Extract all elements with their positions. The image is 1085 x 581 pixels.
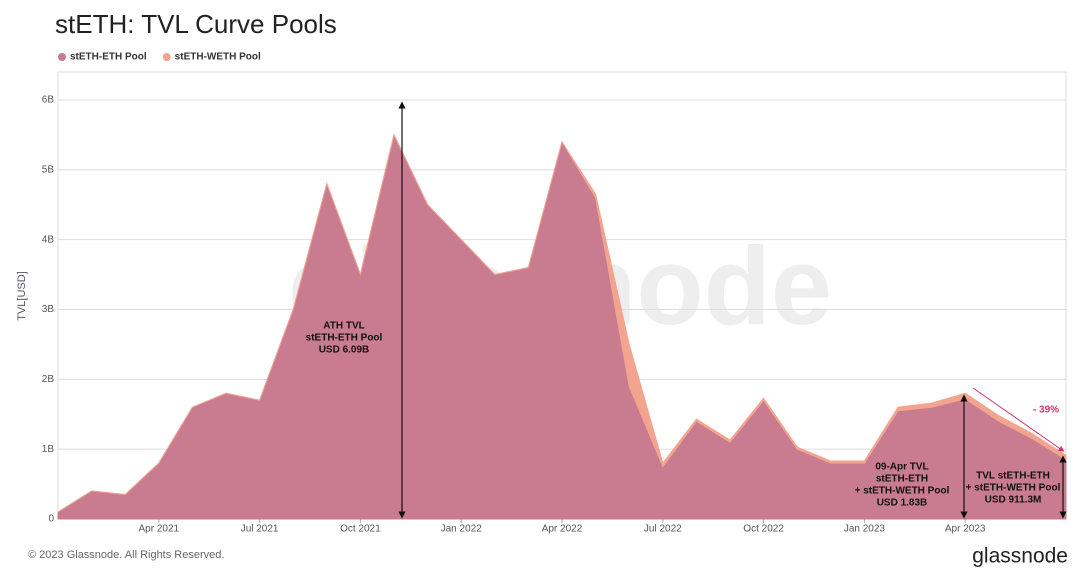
plot: [57, 71, 1067, 523]
logo: glassnode: [972, 545, 1068, 568]
legend-label: stETH-WETH Pool: [175, 52, 261, 63]
x-tick-label: Jan 2022: [441, 524, 483, 535]
annotation: 09-Apr TVL: [875, 462, 928, 473]
y-tick-label: 6B: [42, 95, 55, 106]
annotation: USD 6.09B: [319, 345, 370, 356]
x-tick-label: Oct 2022: [743, 524, 784, 535]
x-tick-label: Apr 2022: [542, 524, 583, 535]
y-tick-label: 0: [48, 514, 54, 525]
x-tick-label: Apr 2023: [945, 524, 986, 535]
y-tick-label: 5B: [42, 164, 55, 175]
x-tick-label: Apr 2021: [139, 524, 180, 535]
y-tick-label: 4B: [42, 234, 55, 245]
annotation: USD 1.83B: [877, 498, 928, 509]
annotation: - 39%: [1033, 405, 1059, 416]
annotation: + stETH-WETH Pool: [855, 486, 950, 497]
x-tick-label: Jul 2022: [644, 524, 682, 535]
annotation: ATH TVL: [323, 321, 364, 332]
decline-arrow: [972, 387, 1065, 452]
x-tick-label: Jul 2021: [241, 524, 279, 535]
y-tick-label: 3B: [42, 304, 55, 315]
annotation: TVL stETH-ETH: [976, 471, 1050, 482]
x-tick-label: Jan 2023: [844, 524, 886, 535]
y-tick-label: 1B: [42, 444, 55, 455]
annotation-arrows: [398, 101, 1067, 519]
annotation: USD 911.3M: [985, 495, 1042, 506]
annotation: stETH-ETH Pool: [306, 333, 383, 344]
chart-title: stETH: TVL Curve Pools: [55, 9, 337, 39]
copyright: © 2023 Glassnode. All Rights Reserved.: [28, 549, 224, 561]
y-axis-label: TVL[USD]: [16, 271, 28, 321]
legend-marker: [162, 53, 171, 61]
legend-label: stETH-ETH Pool: [70, 52, 147, 63]
annotation: stETH-ETH: [876, 474, 928, 485]
annotation: + stETH-WETH Pool: [966, 483, 1061, 494]
legend-marker: [58, 53, 66, 61]
x-tick-label: Oct 2021: [340, 524, 381, 535]
y-tick-label: 2B: [42, 374, 55, 385]
